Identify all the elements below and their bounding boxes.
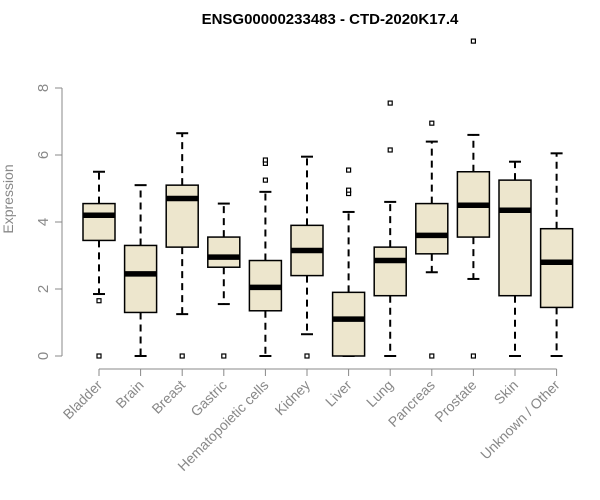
iqr-box [82, 202, 116, 242]
box-group [498, 160, 532, 357]
y-tick-label: 2 [35, 285, 52, 293]
iqr-box [123, 244, 158, 314]
outlier-point [179, 353, 185, 359]
box-group [331, 167, 366, 357]
box-series [82, 38, 574, 359]
x-category-label: Bladder [60, 377, 106, 423]
outlier-point [346, 187, 352, 193]
x-category-label: Kidney [272, 377, 314, 419]
box-group [539, 152, 574, 357]
iqr-box [415, 202, 449, 255]
x-category-label: Lung [363, 377, 396, 410]
outlier-point [470, 353, 476, 359]
box-group [165, 132, 199, 359]
y-tick-label: 4 [35, 218, 52, 226]
outlier-point [221, 353, 227, 359]
box-group [82, 170, 116, 359]
iqr-box [165, 184, 199, 248]
box-group [290, 155, 324, 359]
outlier-point [96, 298, 102, 304]
outlier-point [387, 147, 393, 153]
y-axis: 0 2 4 6 8 [35, 84, 63, 360]
x-category-label: Skin [491, 377, 522, 408]
y-tick-label: 8 [35, 84, 52, 92]
outlier-point [387, 100, 393, 106]
box-group [456, 38, 491, 359]
iqr-box [539, 227, 574, 309]
box-group [207, 202, 241, 359]
iqr-box [207, 236, 241, 268]
outlier-point [304, 353, 310, 359]
outlier-point [262, 177, 268, 183]
outlier-point [429, 120, 435, 126]
x-category-label: Liver [322, 377, 355, 410]
x-category-label: Unknown / Other [477, 377, 563, 463]
outlier-point [96, 353, 102, 359]
box-group [248, 157, 283, 357]
outlier-point [470, 38, 476, 44]
y-tick-label: 6 [35, 151, 52, 159]
iqr-box [498, 179, 532, 297]
y-axis-label: Expression [0, 164, 16, 233]
outlier-point [346, 167, 352, 173]
x-category-label: Breast [148, 377, 188, 417]
box-group [123, 184, 158, 357]
chart-title: ENSG00000233483 - CTD-2020K17.4 [202, 11, 459, 28]
outlier-point [429, 353, 435, 359]
box-group [415, 120, 449, 359]
box-group [373, 100, 407, 357]
iqr-box [331, 291, 366, 357]
x-category-label: Brain [112, 377, 146, 411]
x-category-label: Prostate [431, 377, 479, 425]
iqr-box [373, 246, 407, 297]
outlier-point [262, 157, 268, 163]
y-tick-label: 0 [35, 352, 52, 360]
